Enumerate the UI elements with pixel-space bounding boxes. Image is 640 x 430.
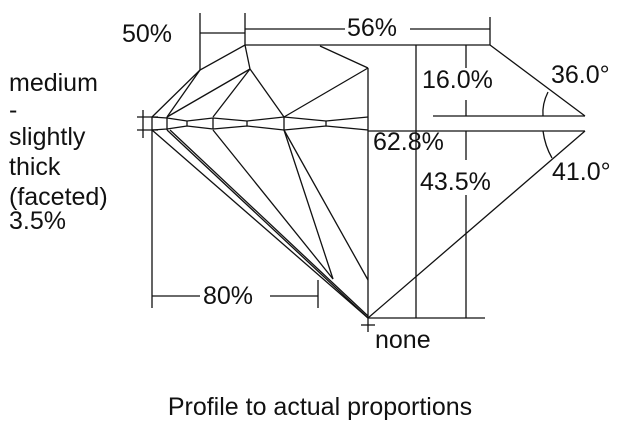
pavilion [151,68,586,319]
girdle-line: - [9,96,18,124]
girdle-line: slightly [9,123,86,151]
girdle-label: medium - slightly thick (faceted) 3.5% [9,68,108,236]
culet-label: none [375,326,431,354]
girdle-line: (faceted) [9,183,108,211]
dimension-lines [151,13,585,319]
table-label: 56% [347,14,398,42]
total-depth-label: 62.8% [373,128,444,156]
pavilion-angle-label: 41.0° [552,158,611,186]
girdle [151,116,369,131]
girdle-line: 3.5% [9,207,66,235]
crown-height-label: 16.0% [422,66,493,94]
crown-angle-label: 36.0° [551,61,610,89]
pavilion-depth-label: 43.5% [420,168,491,196]
crosshair-marks [137,110,375,332]
girdle-line: medium [9,69,98,97]
crown-height-ratio-label: 50% [122,20,173,48]
girdle-line: thick [9,153,61,181]
lower-half-label: 80% [203,282,254,310]
caption: Profile to actual proportions [167,393,473,421]
